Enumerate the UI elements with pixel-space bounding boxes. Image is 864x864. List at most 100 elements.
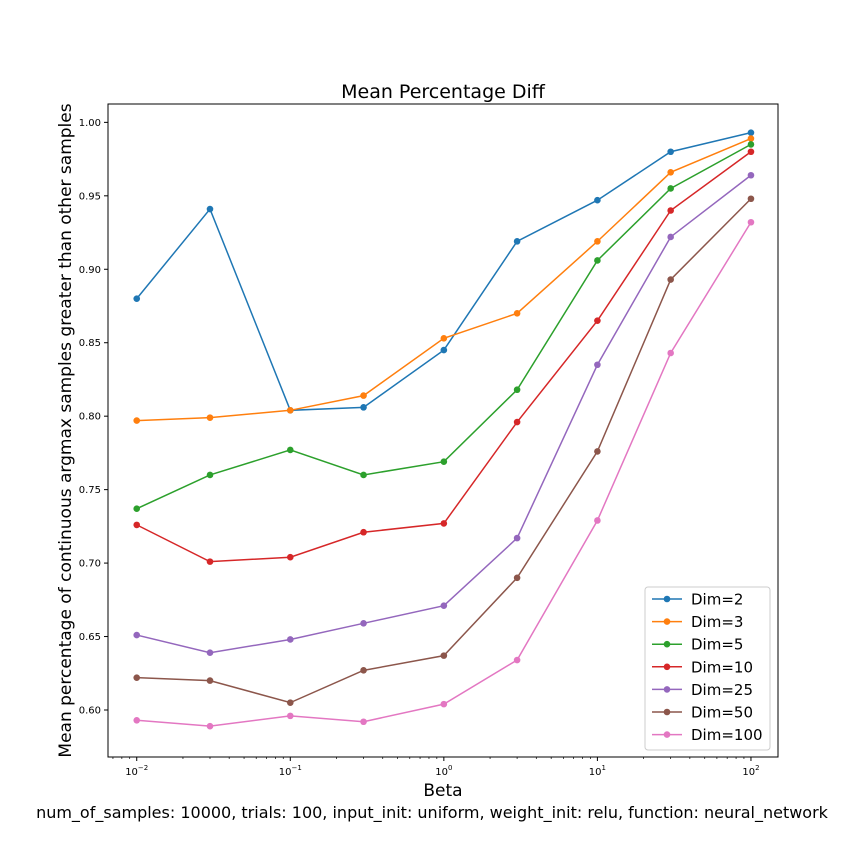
x-axis-label: Beta xyxy=(423,781,462,801)
data-point xyxy=(594,317,601,324)
data-point xyxy=(206,414,214,421)
data-point xyxy=(133,505,141,513)
data-point xyxy=(286,699,294,706)
data-point xyxy=(440,520,448,527)
data-point xyxy=(667,169,674,176)
data-point xyxy=(513,238,521,245)
data-point xyxy=(286,446,294,454)
series-Dim=3 xyxy=(133,135,755,424)
data-point xyxy=(133,674,141,681)
data-point xyxy=(206,205,214,213)
data-point xyxy=(286,636,294,643)
y-tick-label: 0.70 xyxy=(79,559,101,570)
data-point xyxy=(747,195,755,203)
data-point xyxy=(360,620,367,627)
data-point xyxy=(206,649,214,656)
data-point xyxy=(747,135,755,142)
legend-swatch-marker xyxy=(663,686,671,693)
data-point xyxy=(594,196,601,204)
data-point xyxy=(286,712,294,720)
data-point xyxy=(513,310,521,317)
data-point xyxy=(747,141,755,148)
series-line xyxy=(136,131,752,412)
legend-entry-label: Dim=100 xyxy=(691,726,763,744)
data-point xyxy=(667,185,674,192)
y-tick-label: 0.65 xyxy=(79,632,101,643)
legend-swatch-marker xyxy=(663,708,671,716)
data-point xyxy=(747,171,755,179)
data-point xyxy=(667,233,674,241)
legend-swatch-marker xyxy=(663,663,671,671)
data-point xyxy=(594,238,601,245)
x-tick-label: 101 xyxy=(589,764,606,778)
data-point xyxy=(133,295,141,302)
data-point xyxy=(206,558,214,565)
series-line xyxy=(136,143,752,510)
y-tick-label: 0.80 xyxy=(79,412,101,423)
data-point xyxy=(206,471,214,479)
series-Dim=50 xyxy=(133,195,755,706)
data-point xyxy=(360,404,367,411)
legend-entry-label: Dim=2 xyxy=(691,591,743,609)
legend-entry-label: Dim=5 xyxy=(691,636,743,654)
x-tick-label: 10−1 xyxy=(279,764,302,778)
data-point xyxy=(594,517,601,524)
series-line xyxy=(136,151,752,563)
data-point xyxy=(513,418,521,426)
data-point xyxy=(667,207,674,214)
legend-swatch-marker xyxy=(663,640,671,648)
data-point xyxy=(747,129,755,136)
data-point xyxy=(513,574,521,582)
data-point xyxy=(360,528,367,536)
legend-swatch-marker xyxy=(663,618,671,625)
data-point xyxy=(206,677,214,684)
data-point xyxy=(594,448,601,455)
data-point xyxy=(747,218,755,226)
x-tick-label: 102 xyxy=(742,764,759,778)
data-point xyxy=(286,407,294,414)
y-tick-label: 0.75 xyxy=(79,485,101,496)
chart-title: Mean Percentage Diff xyxy=(341,81,546,103)
legend-entry-label: Dim=3 xyxy=(691,613,743,631)
y-axis-label: Mean percentage of continuous argmax sam… xyxy=(56,103,76,757)
data-point xyxy=(133,417,141,424)
data-point xyxy=(594,361,601,369)
data-point xyxy=(513,386,521,394)
plot-frame xyxy=(107,103,779,758)
data-point xyxy=(440,458,448,466)
series-Dim=2 xyxy=(133,129,755,414)
x-tick-label: 100 xyxy=(435,764,452,778)
data-point xyxy=(206,722,214,730)
series-line xyxy=(136,174,752,654)
data-point xyxy=(360,392,367,399)
data-point xyxy=(440,346,448,354)
y-tick-label: 0.85 xyxy=(79,338,101,349)
data-point xyxy=(133,716,141,724)
legend-entry-label: Dim=10 xyxy=(691,658,753,676)
y-tick-label: 0.90 xyxy=(79,265,101,276)
data-point xyxy=(667,148,674,156)
data-point xyxy=(440,602,448,609)
data-point xyxy=(360,667,367,674)
data-point xyxy=(667,276,674,283)
data-point xyxy=(667,349,674,357)
data-point xyxy=(513,656,521,664)
series-Dim=5 xyxy=(133,141,755,513)
data-point xyxy=(513,534,521,542)
data-point xyxy=(440,700,448,708)
chart-caption: num_of_samples: 10000, trials: 100, inpu… xyxy=(36,803,828,822)
legend-entry-label: Dim=50 xyxy=(691,704,753,722)
y-tick-label: 0.60 xyxy=(79,705,101,716)
y-tick-label: 0.95 xyxy=(79,191,101,202)
legend-entry-label: Dim=25 xyxy=(691,681,753,699)
data-point xyxy=(594,257,601,264)
series-Dim=10 xyxy=(133,148,755,565)
data-point xyxy=(360,471,367,479)
data-point xyxy=(440,652,448,659)
series-Dim=100 xyxy=(133,218,755,730)
data-point xyxy=(747,148,755,156)
legend-swatch-marker xyxy=(663,595,671,603)
data-point xyxy=(286,553,294,561)
data-point xyxy=(133,521,141,529)
